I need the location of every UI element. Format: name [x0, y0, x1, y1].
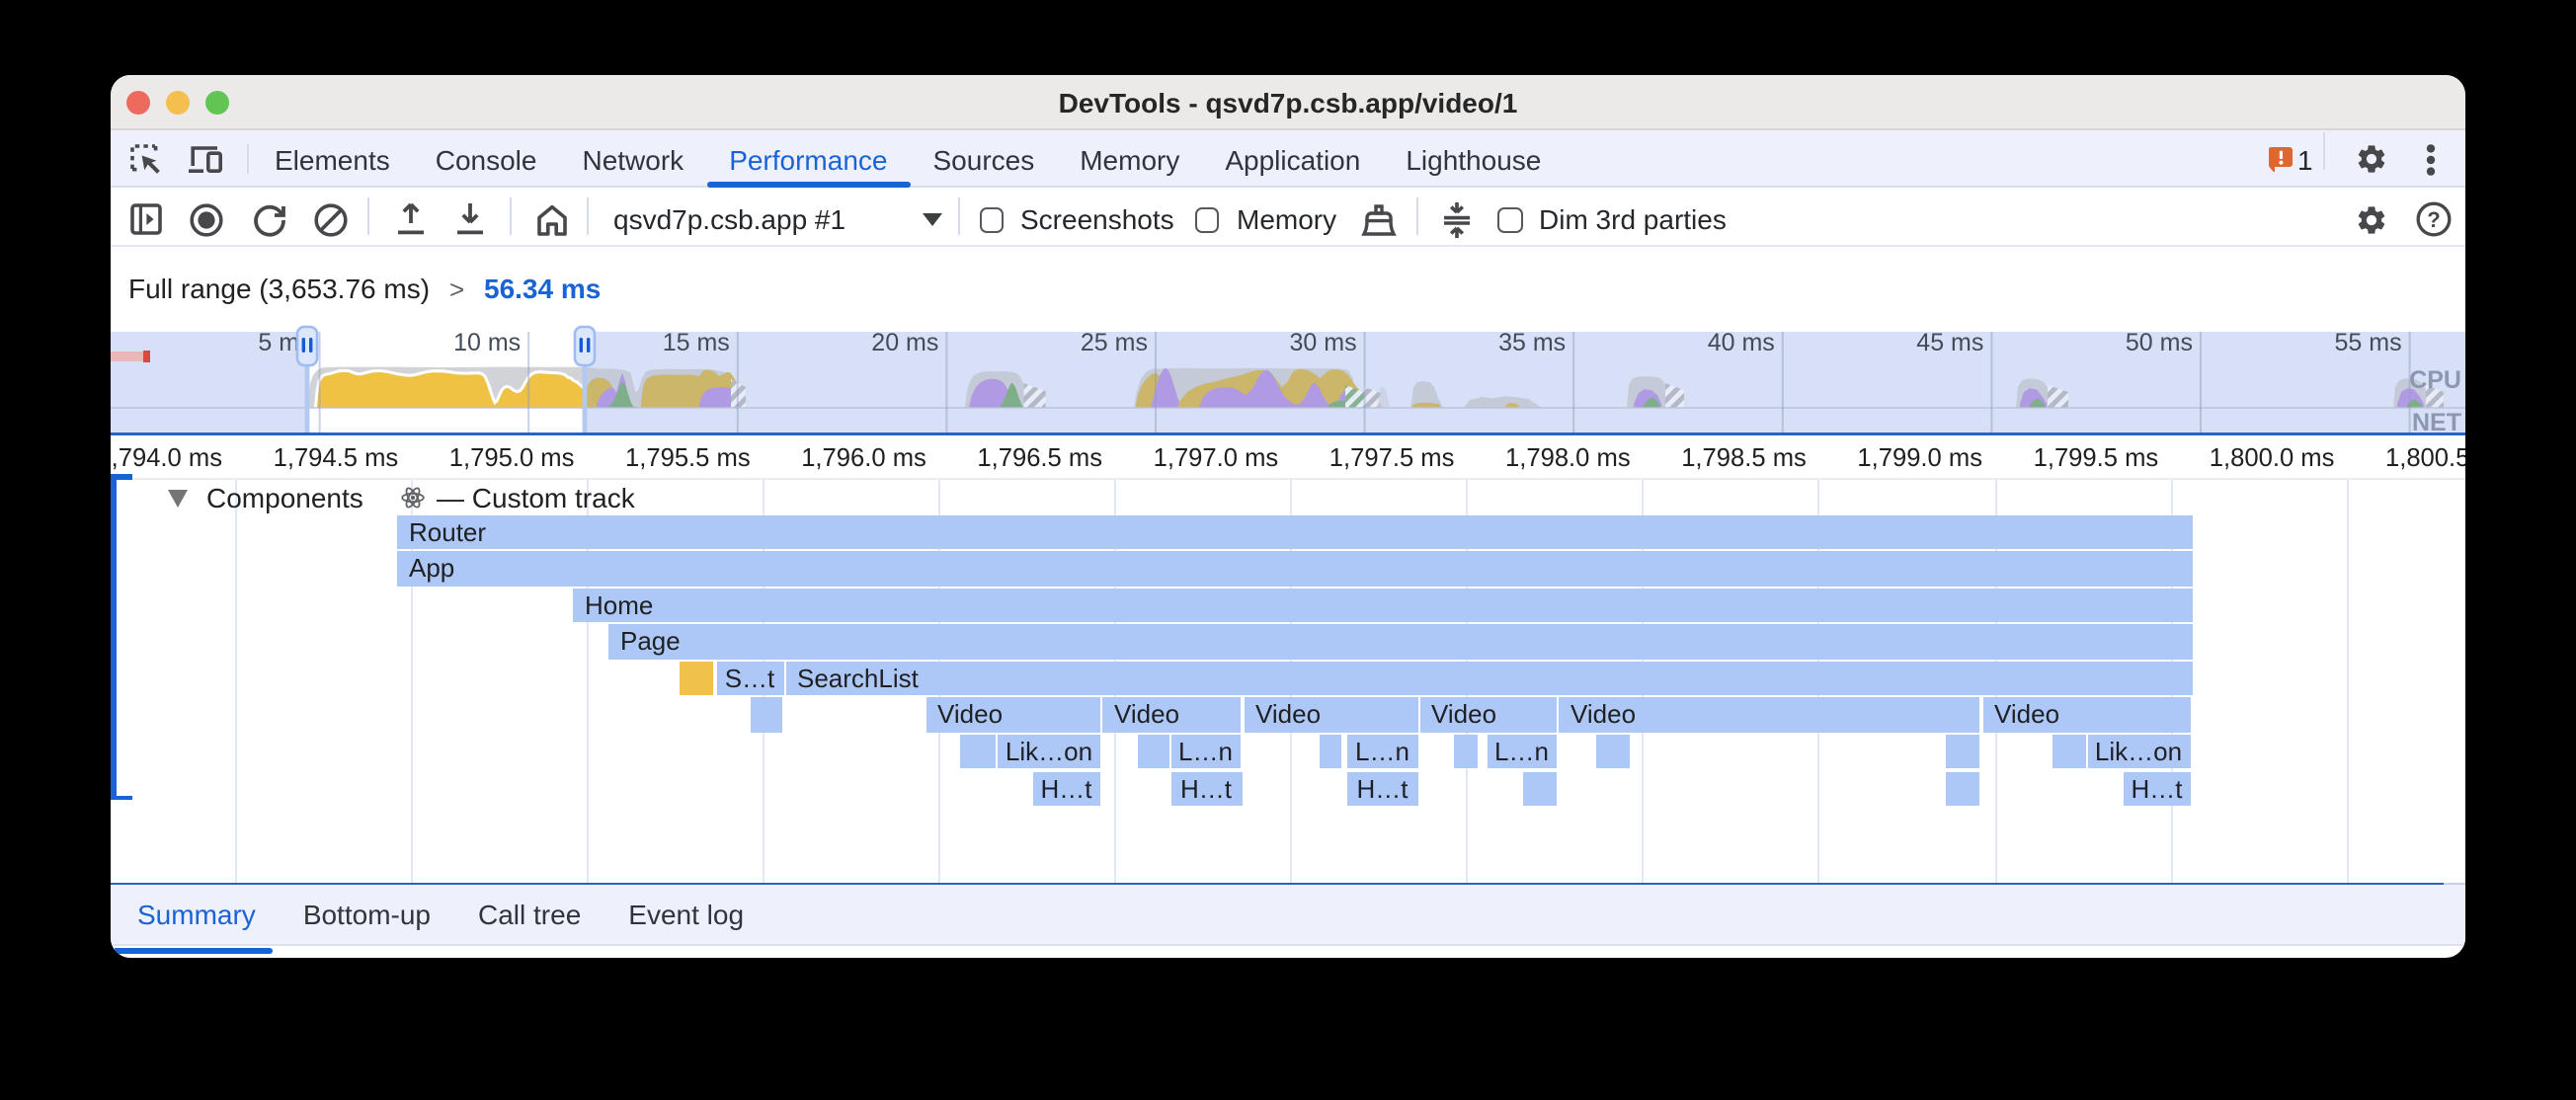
svg-text:25 ms: 25 ms: [1081, 329, 1148, 356]
svg-text:15 ms: 15 ms: [663, 329, 730, 356]
svg-text:40 ms: 40 ms: [1708, 329, 1775, 356]
svg-text:50 ms: 50 ms: [2126, 329, 2193, 356]
svg-text:35 ms: 35 ms: [1498, 329, 1566, 356]
svg-text:30 ms: 30 ms: [1290, 329, 1357, 356]
svg-text:55 ms: 55 ms: [2335, 329, 2402, 356]
svg-text:CPU: CPU: [2409, 366, 2461, 394]
svg-text:45 ms: 45 ms: [1916, 329, 1983, 356]
svg-text:10 ms: 10 ms: [453, 329, 521, 356]
svg-text:20 ms: 20 ms: [871, 329, 938, 356]
svg-text:?: ?: [2426, 206, 2439, 231]
svg-text:NET: NET: [2412, 409, 2461, 436]
